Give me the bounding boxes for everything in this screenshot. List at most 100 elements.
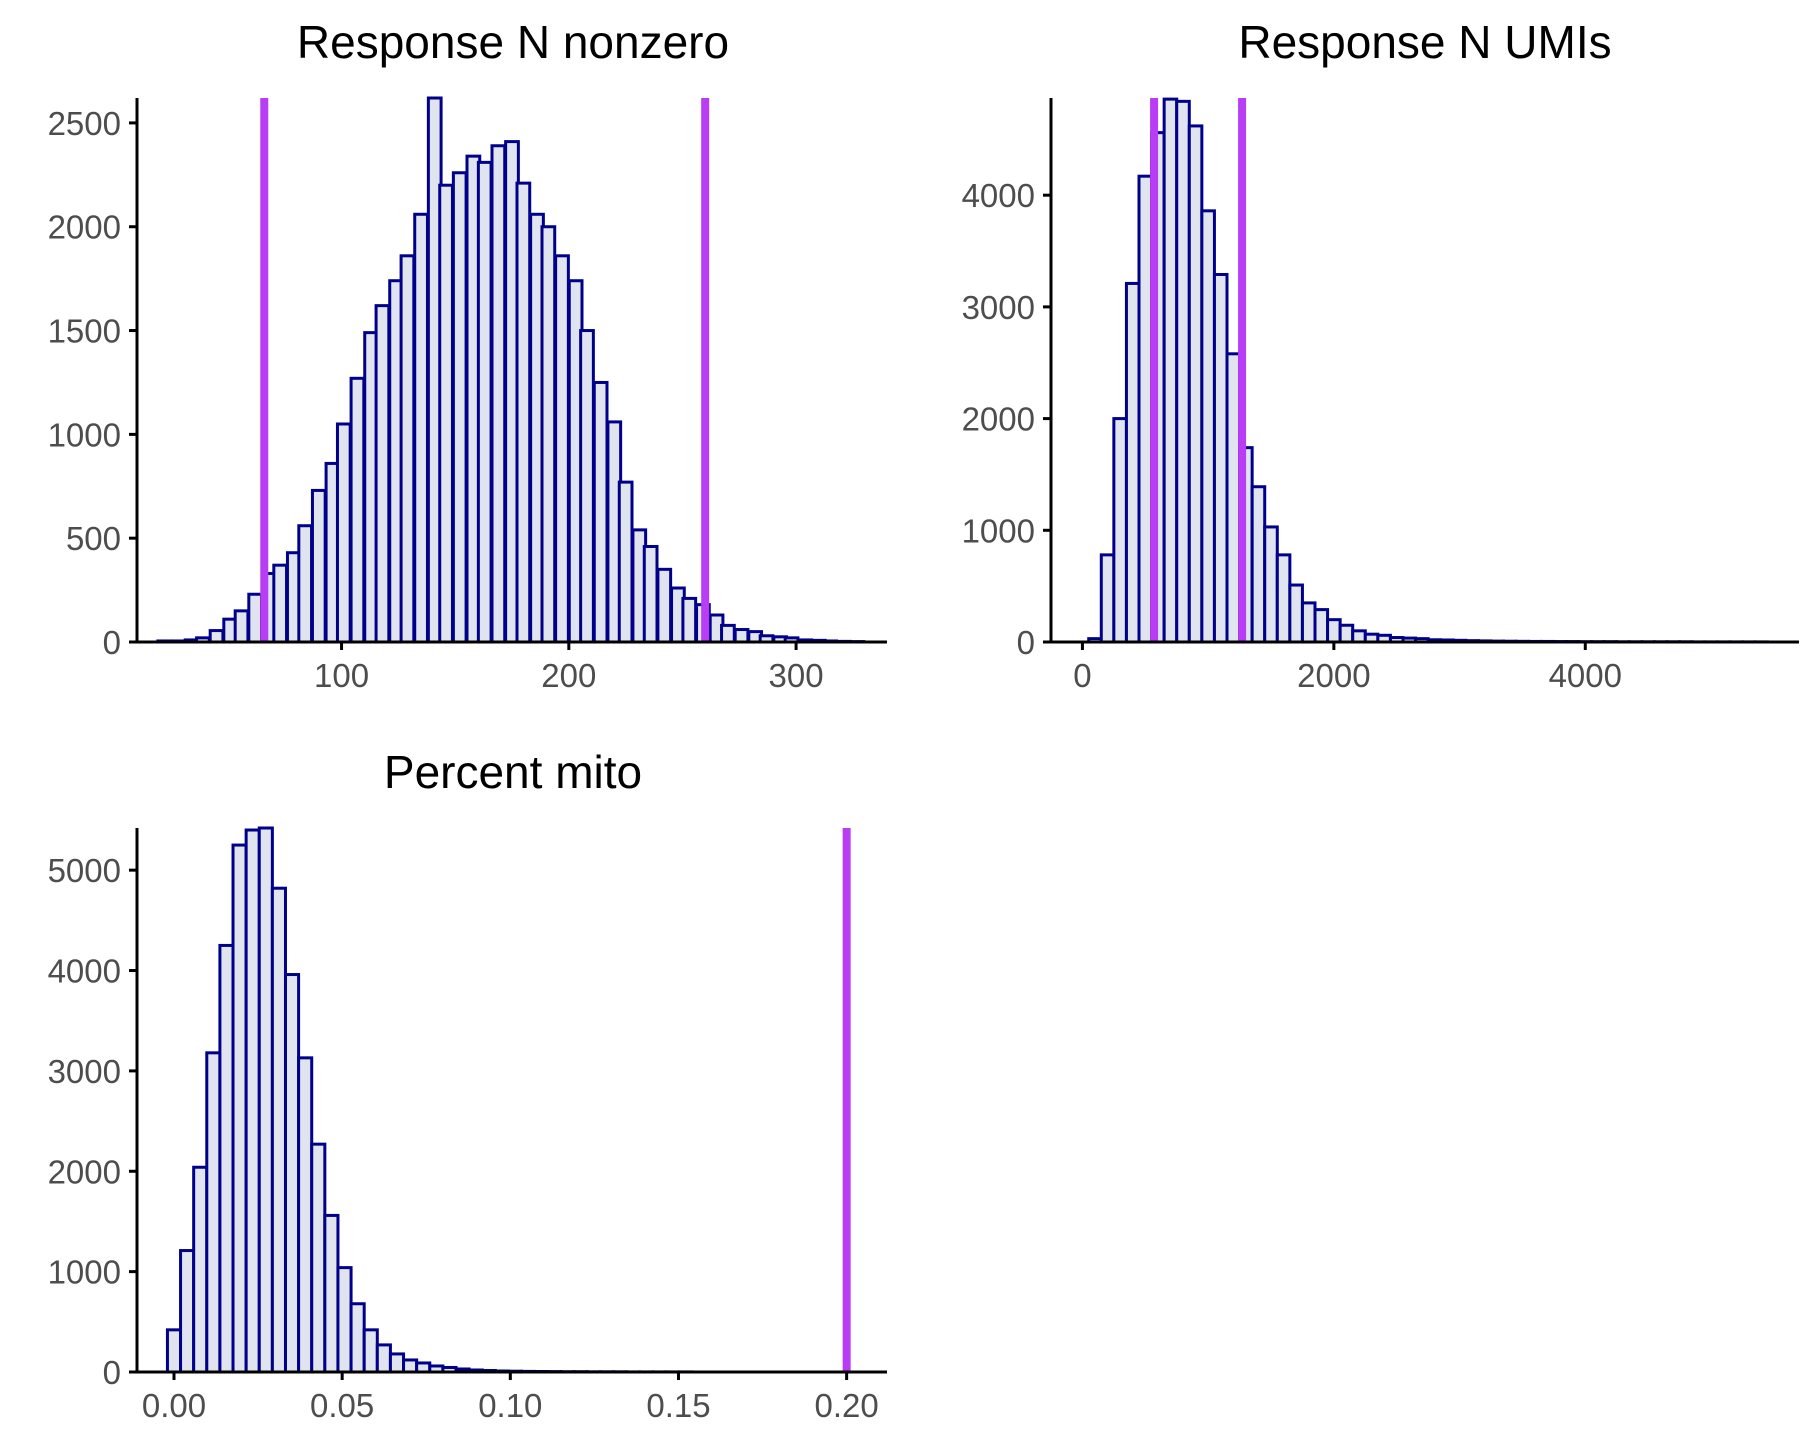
histogram-bar: [1288, 583, 1304, 644]
y-axis: 0 500 1000 1500 2000 2500: [48, 98, 139, 661]
histogram-bar: [218, 943, 235, 1374]
histogram-bar: [681, 596, 698, 644]
histogram-bar: [399, 254, 416, 644]
histogram-bar: [579, 329, 595, 644]
histogram-bar: [349, 376, 366, 644]
histogram-bar: [438, 183, 454, 644]
x-axis: 0.00 0.05 0.10 0.15 0.20: [136, 1370, 887, 1424]
x-tick-label: 0.00: [142, 1387, 206, 1424]
y-tick-label: 2000: [962, 401, 1035, 438]
y-tick-label: 500: [66, 520, 121, 557]
y-tick-label: 2500: [48, 105, 121, 142]
histogram-bar: [205, 1051, 222, 1374]
x-tick-label: 4000: [1549, 657, 1622, 694]
histogram-bar: [270, 886, 287, 1374]
histogram-bar: [1200, 209, 1216, 644]
y-tick-label: 1000: [48, 416, 121, 453]
histogram-bar: [244, 828, 261, 1374]
histogram-bar: [733, 628, 750, 644]
histogram-bar: [1212, 272, 1229, 644]
histogram-bar: [720, 623, 736, 644]
x-tick-label: 2000: [1297, 657, 1370, 694]
histogram-bar: [283, 973, 301, 1374]
x-tick-label: 0: [1073, 657, 1091, 694]
bars: [156, 96, 866, 644]
histogram-bar: [617, 480, 634, 644]
y-tick-labels: 0 1000 2000 3000 4000 5000: [48, 852, 121, 1391]
y-tick-label: 1000: [962, 512, 1035, 549]
y-tick-label: 1000: [48, 1254, 121, 1291]
histogram-bar: [179, 1249, 196, 1374]
y-tick-label: 2000: [48, 1153, 121, 1190]
histogram-bar: [1326, 618, 1342, 644]
histogram-bar: [515, 181, 532, 644]
histogram-bar: [540, 225, 557, 644]
histogram-bar: [231, 843, 248, 1374]
histogram-bar: [1313, 608, 1330, 644]
histogram-bar: [1187, 124, 1204, 644]
histogram-bar: [656, 567, 673, 644]
histogram-bar: [1137, 174, 1154, 644]
histogram-bar: [490, 144, 507, 644]
histogram-bar: [297, 524, 314, 644]
histogram-bar: [310, 1142, 327, 1374]
histogram-bar: [336, 1266, 353, 1374]
histogram-bar: [1225, 352, 1242, 644]
histogram-bar: [413, 212, 429, 644]
x-tick-labels: 0.00 0.05 0.10 0.15 0.20: [142, 1387, 879, 1424]
y-tick-label: 4000: [962, 177, 1035, 214]
histogram-bar: [323, 1213, 340, 1374]
histogram-bar: [388, 1352, 406, 1374]
histogram-bar: [297, 1056, 314, 1374]
histogram-bar: [257, 826, 274, 1374]
histogram-bar: [1275, 553, 1292, 644]
histogram-bar: [1250, 485, 1267, 644]
histogram-bar: [1263, 525, 1279, 644]
histogram-bar: [642, 544, 659, 644]
x-tick-label: 0.05: [310, 1387, 374, 1424]
panel-response-n-umis: Response N UMIs 0 1000 2000 3000 4000 0 2000 4…: [962, 16, 1799, 694]
y-tick-labels: 0 1000 2000 3000 4000: [962, 177, 1035, 661]
histogram-bar: [1162, 97, 1179, 644]
histogram-bar: [375, 1343, 392, 1374]
y-tick-label: 3000: [48, 1053, 121, 1090]
x-axis: 0 2000 4000: [1050, 640, 1799, 694]
y-tick-label: 2000: [48, 209, 121, 246]
x-tick-labels: 0 2000 4000: [1073, 657, 1622, 694]
panel-title: Percent mito: [384, 746, 642, 798]
histogram-bar: [374, 304, 391, 644]
x-tick-label: 0.15: [646, 1387, 710, 1424]
y-tick-label: 5000: [48, 852, 121, 889]
histogram-bar: [208, 629, 225, 644]
histogram-bar: [1300, 601, 1317, 644]
histogram-bar: [272, 563, 289, 644]
x-tick-label: 0.10: [478, 1387, 542, 1424]
histogram-bar: [310, 488, 327, 644]
thresholds: [260, 98, 710, 642]
histogram-bar: [362, 1328, 379, 1374]
histogram-bar: [592, 380, 609, 644]
y-tick-label: 0: [103, 1354, 121, 1391]
y-tick-label: 0: [103, 624, 121, 661]
histogram-bar: [554, 254, 570, 644]
histogram-bar: [1124, 281, 1141, 644]
histogram-bar: [476, 160, 493, 644]
histogram-bar: [1338, 623, 1355, 644]
histogram-bar: [451, 171, 468, 644]
y-tick-label: 4000: [48, 953, 121, 990]
x-tick-label: 300: [769, 657, 824, 694]
histogram-bar: [335, 422, 352, 644]
histogram-bar: [402, 1358, 419, 1374]
x-axis: 100 200 300: [136, 640, 887, 694]
thresholds: [1150, 98, 1247, 642]
x-tick-labels: 100 200 300: [314, 657, 824, 694]
y-axis: 0 1000 2000 3000 4000: [962, 98, 1053, 661]
x-tick-label: 200: [541, 657, 596, 694]
panel-title: Response N nonzero: [297, 16, 729, 68]
x-tick-label: 0.20: [815, 1387, 879, 1424]
y-tick-label: 3000: [962, 289, 1035, 326]
x-tick-label: 100: [314, 657, 369, 694]
histogram-bar: [247, 592, 264, 644]
